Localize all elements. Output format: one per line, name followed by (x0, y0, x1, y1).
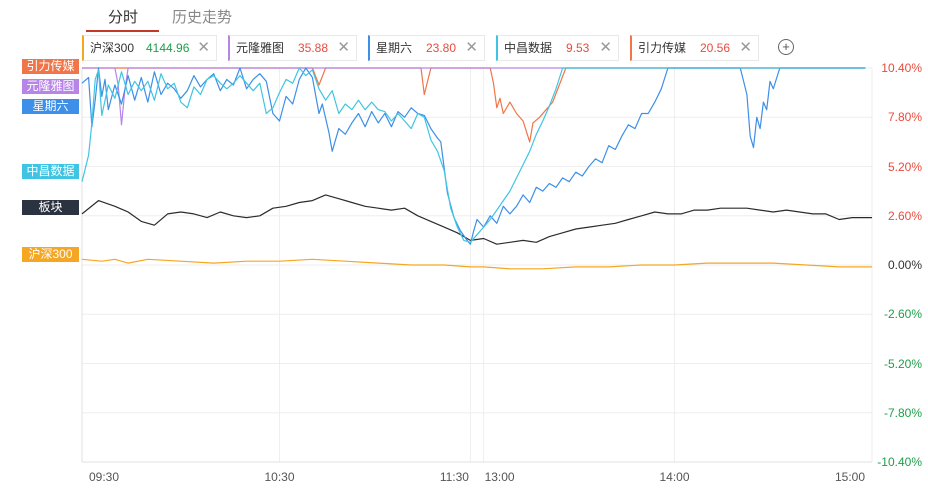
legend-item-zhongchangshuju[interactable]: 中昌数据 9.53 ✕ (496, 35, 619, 61)
close-icon[interactable]: ✕ (465, 39, 478, 56)
close-icon[interactable]: ✕ (599, 39, 612, 56)
active-tab-indicator (86, 30, 159, 32)
tab-history[interactable]: 历史走势 (172, 9, 233, 26)
legend-name: 引力传媒 (638, 41, 687, 55)
legend-name: 沪深300 (90, 41, 135, 55)
x-tick-label: 15:00 (834, 470, 866, 484)
y-tick-label: 10.40% (881, 61, 922, 75)
legend-name: 星期六 (376, 41, 413, 55)
y-tick-label: 2.60% (887, 208, 922, 223)
x-tick-label: 13:00 (484, 470, 515, 484)
series-line (82, 67, 866, 126)
y-tick-label: -2.60% (883, 307, 922, 322)
series-line (81, 258, 872, 270)
y-tick-label: 5.20% (887, 159, 922, 174)
x-tick-label: 10:30 (264, 470, 295, 484)
y-tick-label: -5.20% (883, 356, 922, 371)
series-line (81, 194, 872, 245)
x-tick-label: 11:30 (439, 470, 469, 484)
close-icon[interactable]: ✕ (337, 39, 350, 56)
badge-zhongchangshuju: 中昌数据 (22, 164, 79, 179)
badge-yinlichuanmei: 引力传媒 (22, 59, 79, 74)
y-tick-label: 0.00% (887, 258, 922, 272)
tab-bar: 分时 历史走势 (0, 0, 928, 32)
badge-xingqiliu: 星期六 (22, 99, 79, 114)
legend-item-yuanlongyatu[interactable]: 元隆雅图 35.88 ✕ (228, 35, 357, 61)
close-icon[interactable]: ✕ (739, 39, 752, 56)
y-tick-label: -7.80% (883, 405, 922, 420)
legend-item-yinlichuanmei[interactable]: 引力传媒 20.56 ✕ (630, 35, 759, 61)
close-icon[interactable]: ✕ (197, 39, 210, 56)
series-line (81, 67, 866, 245)
badge-hs300: 沪深300 (22, 247, 79, 262)
legend-value: 9.53 (566, 41, 590, 55)
legend-name: 元隆雅图 (236, 41, 285, 55)
series-line (81, 67, 866, 243)
badge-sector: 板块 (22, 200, 79, 215)
y-tick-label: 7.80% (887, 110, 922, 125)
legend-value: 20.56 (700, 41, 731, 55)
legend-item-xingqiliu[interactable]: 星期六 23.80 ✕ (368, 35, 485, 61)
legend-item-hs300[interactable]: 沪深300 4144.96 ✕ (82, 35, 217, 61)
badge-yuanlongyatu: 元隆雅图 (22, 79, 79, 94)
y-tick-label: -10.40% (877, 455, 922, 469)
x-tick-label: 09:30 (88, 470, 120, 484)
x-tick-label: 14:00 (659, 470, 690, 484)
legend-value: 4144.96 (146, 41, 190, 55)
tab-intraday[interactable]: 分时 (108, 9, 139, 26)
legend-value: 35.88 (298, 41, 329, 55)
legend-name: 中昌数据 (504, 41, 553, 55)
legend-value: 23.80 (426, 41, 457, 55)
plus-circle-icon[interactable]: + (778, 39, 794, 55)
